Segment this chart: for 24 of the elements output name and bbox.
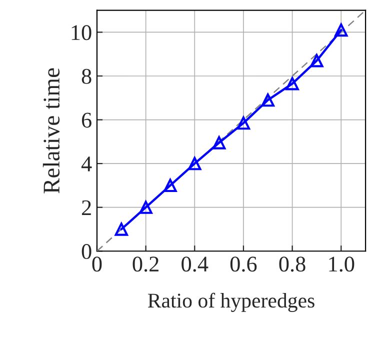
- y-axis-title: Relative time: [42, 68, 60, 194]
- point: [139, 200, 152, 214]
- y-tick-label: 2: [82, 200, 91, 216]
- x-tick-label: 0.6: [230, 256, 257, 272]
- y-tick-label: 6: [82, 112, 92, 128]
- point: [286, 77, 299, 90]
- x-tick-label: 0.4: [182, 256, 208, 272]
- point: [164, 178, 177, 192]
- x-tick-label: 1.0: [329, 256, 354, 272]
- y-tick-label: 10: [72, 25, 92, 40]
- point: [310, 54, 324, 68]
- x-tick-label: 0: [92, 256, 102, 272]
- y-tick-label: 8: [82, 68, 92, 84]
- y-tick-label: 4: [81, 156, 92, 172]
- point: [212, 136, 226, 150]
- point: [236, 116, 250, 130]
- point: [188, 156, 202, 170]
- x-tick-label: 0.8: [279, 256, 306, 272]
- x-axis-title: Ratio of hyperedges: [148, 292, 314, 312]
- point: [334, 23, 348, 37]
- x-tick-label: 0.2: [132, 256, 158, 272]
- point: [114, 222, 128, 236]
- point: [261, 93, 274, 107]
- y-tick-label: 0: [82, 244, 92, 260]
